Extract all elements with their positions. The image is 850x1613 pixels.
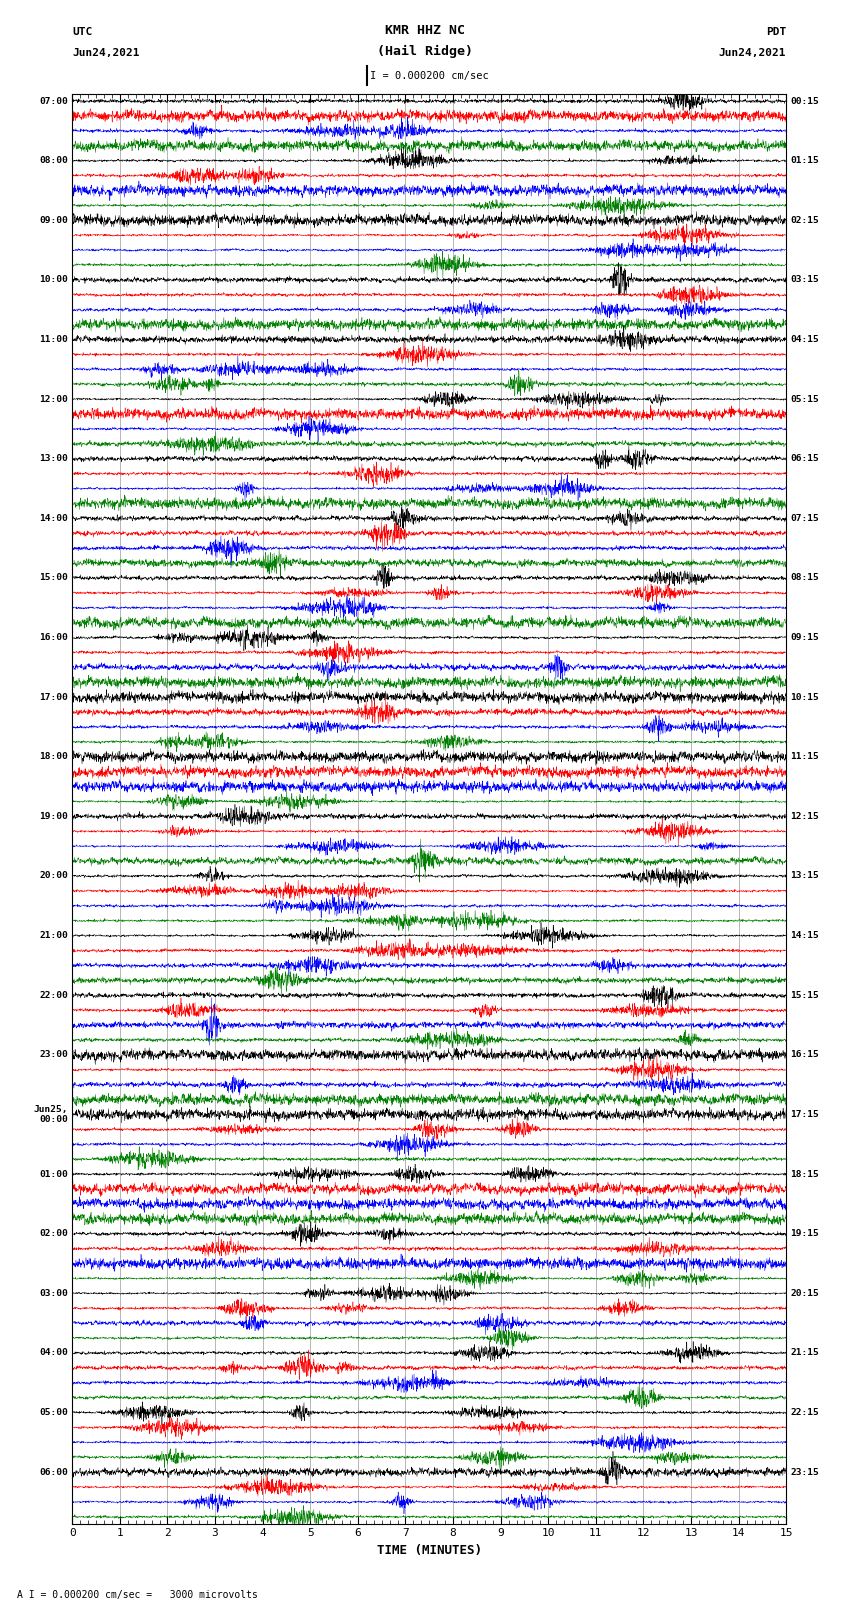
Text: 21:00: 21:00 (39, 931, 68, 940)
Text: 15:00: 15:00 (39, 573, 68, 582)
Text: 08:00: 08:00 (39, 156, 68, 165)
Text: 20:00: 20:00 (39, 871, 68, 881)
Text: 10:00: 10:00 (39, 276, 68, 284)
Text: 13:00: 13:00 (39, 455, 68, 463)
Text: Jun24,2021: Jun24,2021 (72, 48, 139, 58)
Text: 14:15: 14:15 (790, 931, 819, 940)
Text: 17:15: 17:15 (790, 1110, 819, 1119)
Text: 23:15: 23:15 (790, 1468, 819, 1476)
Text: Jun25,
00:00: Jun25, 00:00 (33, 1105, 68, 1124)
Text: 07:00: 07:00 (39, 97, 68, 105)
Text: 09:15: 09:15 (790, 632, 819, 642)
Text: 13:15: 13:15 (790, 871, 819, 881)
Text: 07:15: 07:15 (790, 515, 819, 523)
Text: 18:15: 18:15 (790, 1169, 819, 1179)
Text: 09:00: 09:00 (39, 216, 68, 224)
Text: 02:00: 02:00 (39, 1229, 68, 1239)
Text: 04:15: 04:15 (790, 336, 819, 344)
Text: 16:15: 16:15 (790, 1050, 819, 1060)
Text: 05:15: 05:15 (790, 395, 819, 403)
Text: 12:15: 12:15 (790, 811, 819, 821)
Text: 11:00: 11:00 (39, 336, 68, 344)
Text: A I = 0.000200 cm/sec =   3000 microvolts: A I = 0.000200 cm/sec = 3000 microvolts (17, 1590, 258, 1600)
X-axis label: TIME (MINUTES): TIME (MINUTES) (377, 1544, 482, 1557)
Text: 15:15: 15:15 (790, 990, 819, 1000)
Text: 08:15: 08:15 (790, 573, 819, 582)
Text: 16:00: 16:00 (39, 632, 68, 642)
Text: 18:00: 18:00 (39, 752, 68, 761)
Text: 04:00: 04:00 (39, 1348, 68, 1358)
Text: 19:15: 19:15 (790, 1229, 819, 1239)
Text: 03:15: 03:15 (790, 276, 819, 284)
Text: 17:00: 17:00 (39, 692, 68, 702)
Text: UTC: UTC (72, 27, 93, 37)
Text: 05:00: 05:00 (39, 1408, 68, 1416)
Text: 01:00: 01:00 (39, 1169, 68, 1179)
Text: I = 0.000200 cm/sec: I = 0.000200 cm/sec (370, 71, 489, 81)
Text: 22:00: 22:00 (39, 990, 68, 1000)
Text: 10:15: 10:15 (790, 692, 819, 702)
Text: 19:00: 19:00 (39, 811, 68, 821)
Text: 01:15: 01:15 (790, 156, 819, 165)
Text: 21:15: 21:15 (790, 1348, 819, 1358)
Text: 20:15: 20:15 (790, 1289, 819, 1298)
Text: 14:00: 14:00 (39, 515, 68, 523)
Text: 11:15: 11:15 (790, 752, 819, 761)
Text: 06:15: 06:15 (790, 455, 819, 463)
Text: 06:00: 06:00 (39, 1468, 68, 1476)
Text: 03:00: 03:00 (39, 1289, 68, 1298)
Text: Jun24,2021: Jun24,2021 (719, 48, 786, 58)
Text: 23:00: 23:00 (39, 1050, 68, 1060)
Text: 12:00: 12:00 (39, 395, 68, 403)
Text: 22:15: 22:15 (790, 1408, 819, 1416)
Text: PDT: PDT (766, 27, 786, 37)
Text: 02:15: 02:15 (790, 216, 819, 224)
Text: 00:15: 00:15 (790, 97, 819, 105)
Text: KMR HHZ NC: KMR HHZ NC (385, 24, 465, 37)
Text: (Hail Ridge): (Hail Ridge) (377, 45, 473, 58)
